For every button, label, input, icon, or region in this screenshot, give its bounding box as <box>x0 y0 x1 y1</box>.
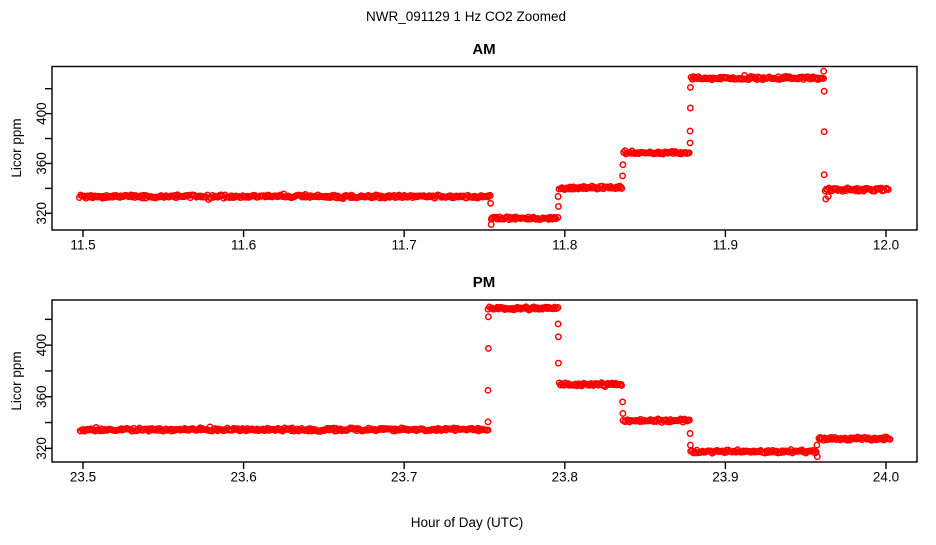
plot-box <box>51 299 918 463</box>
x-tick-label: 11.5 <box>70 238 95 253</box>
transition-point <box>820 171 828 179</box>
pm-y-axis-label: Licor ppm <box>9 351 24 410</box>
transition-point <box>554 320 562 328</box>
transition-point <box>484 344 492 352</box>
x-tick-label: 23.9 <box>712 470 738 485</box>
transition-point <box>487 199 495 207</box>
transition-point <box>820 67 828 75</box>
data-points <box>76 303 894 461</box>
transition-point <box>820 87 828 95</box>
y-tick-label: 320 <box>34 437 49 460</box>
data-point <box>884 186 892 193</box>
transition-point <box>484 418 492 426</box>
transition-point <box>813 441 821 449</box>
transition-point <box>487 221 495 228</box>
transition-point <box>686 139 694 147</box>
data-point <box>820 74 828 82</box>
transition-point <box>686 83 694 91</box>
x-tick-label: 11.8 <box>552 238 577 253</box>
x-tick-label: 23.5 <box>70 470 96 485</box>
am-y-axis-label: Licor ppm <box>9 118 24 177</box>
x-tick-label: 23.6 <box>230 470 256 485</box>
data-point <box>486 192 494 199</box>
data-point <box>484 426 492 434</box>
transition-point <box>484 386 492 394</box>
transition-point <box>813 453 821 461</box>
transition-point <box>554 202 562 210</box>
am-panel-plot-area: 11.5 11.6 11.7 11.8 11.9 12.0 320 360 400 <box>34 65 918 253</box>
x-tick-label: 11.7 <box>392 238 417 253</box>
transition-point <box>824 193 832 200</box>
transition-point <box>686 430 694 437</box>
x-tick-label: 11.9 <box>713 238 738 253</box>
pm-panel-title: PM <box>473 274 496 291</box>
data-point <box>685 416 693 424</box>
y-tick-label: 400 <box>34 102 49 125</box>
figure-title: NWR_091129 1 Hz CO2 Zoomed <box>366 9 566 24</box>
transition-point <box>484 313 492 321</box>
y-tick-label: 400 <box>34 334 49 357</box>
transition-point <box>554 333 562 341</box>
transition-point <box>686 127 694 135</box>
data-point <box>685 149 693 157</box>
data-point <box>554 213 562 221</box>
data-point <box>551 213 559 221</box>
x-tick-label: 24.0 <box>873 470 899 485</box>
y-tick-label: 360 <box>34 385 49 408</box>
x-tick-label: 12.0 <box>873 238 899 253</box>
data-points <box>75 67 892 228</box>
transition-point <box>619 172 627 180</box>
x-tick-label: 23.8 <box>552 470 578 485</box>
transition-point <box>686 104 694 112</box>
y-tick-label: 320 <box>34 202 49 225</box>
transition-point <box>554 193 562 200</box>
transition-point <box>619 398 627 406</box>
data-point <box>618 381 626 389</box>
transition-point <box>554 359 562 367</box>
pm-panel-plot-area: 23.5 23.6 23.7 23.8 23.9 24.0 320 360 400 <box>34 299 918 485</box>
data-point <box>618 184 626 192</box>
transition-point <box>820 128 828 136</box>
transition-point <box>619 410 627 417</box>
transition-point <box>686 441 694 449</box>
x-tick-label: 23.7 <box>391 470 417 485</box>
data-point <box>886 435 894 443</box>
am-panel-title: AM <box>472 41 495 58</box>
plot-box <box>51 65 918 231</box>
x-tick-label: 11.6 <box>231 238 256 253</box>
transition-point <box>619 161 627 169</box>
x-axis-label: Hour of Day (UTC) <box>411 515 524 530</box>
y-tick-label: 360 <box>34 152 49 175</box>
data-point <box>554 304 562 311</box>
